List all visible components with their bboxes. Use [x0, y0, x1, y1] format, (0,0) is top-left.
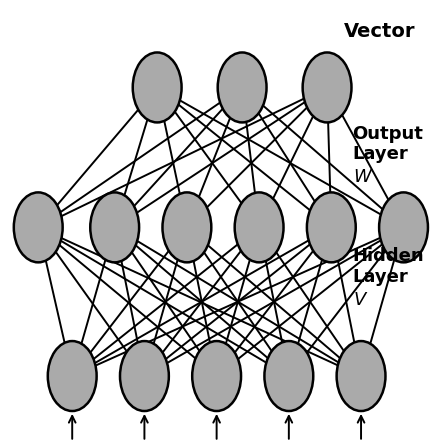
Text: Vector: Vector	[344, 22, 416, 41]
Ellipse shape	[48, 341, 97, 411]
Ellipse shape	[337, 341, 385, 411]
Ellipse shape	[133, 53, 182, 123]
Ellipse shape	[192, 341, 241, 411]
Ellipse shape	[307, 192, 356, 262]
Text: Output
Layer: Output Layer	[352, 124, 423, 163]
Ellipse shape	[303, 53, 351, 123]
Ellipse shape	[162, 192, 211, 262]
Ellipse shape	[90, 192, 139, 262]
Text: $V$: $V$	[352, 291, 368, 309]
Ellipse shape	[235, 192, 284, 262]
Ellipse shape	[218, 53, 267, 123]
Text: $W$: $W$	[352, 168, 373, 186]
Ellipse shape	[120, 341, 169, 411]
Ellipse shape	[379, 192, 428, 262]
Ellipse shape	[264, 341, 313, 411]
Ellipse shape	[14, 192, 62, 262]
Text: Hidden
Layer: Hidden Layer	[352, 247, 424, 286]
